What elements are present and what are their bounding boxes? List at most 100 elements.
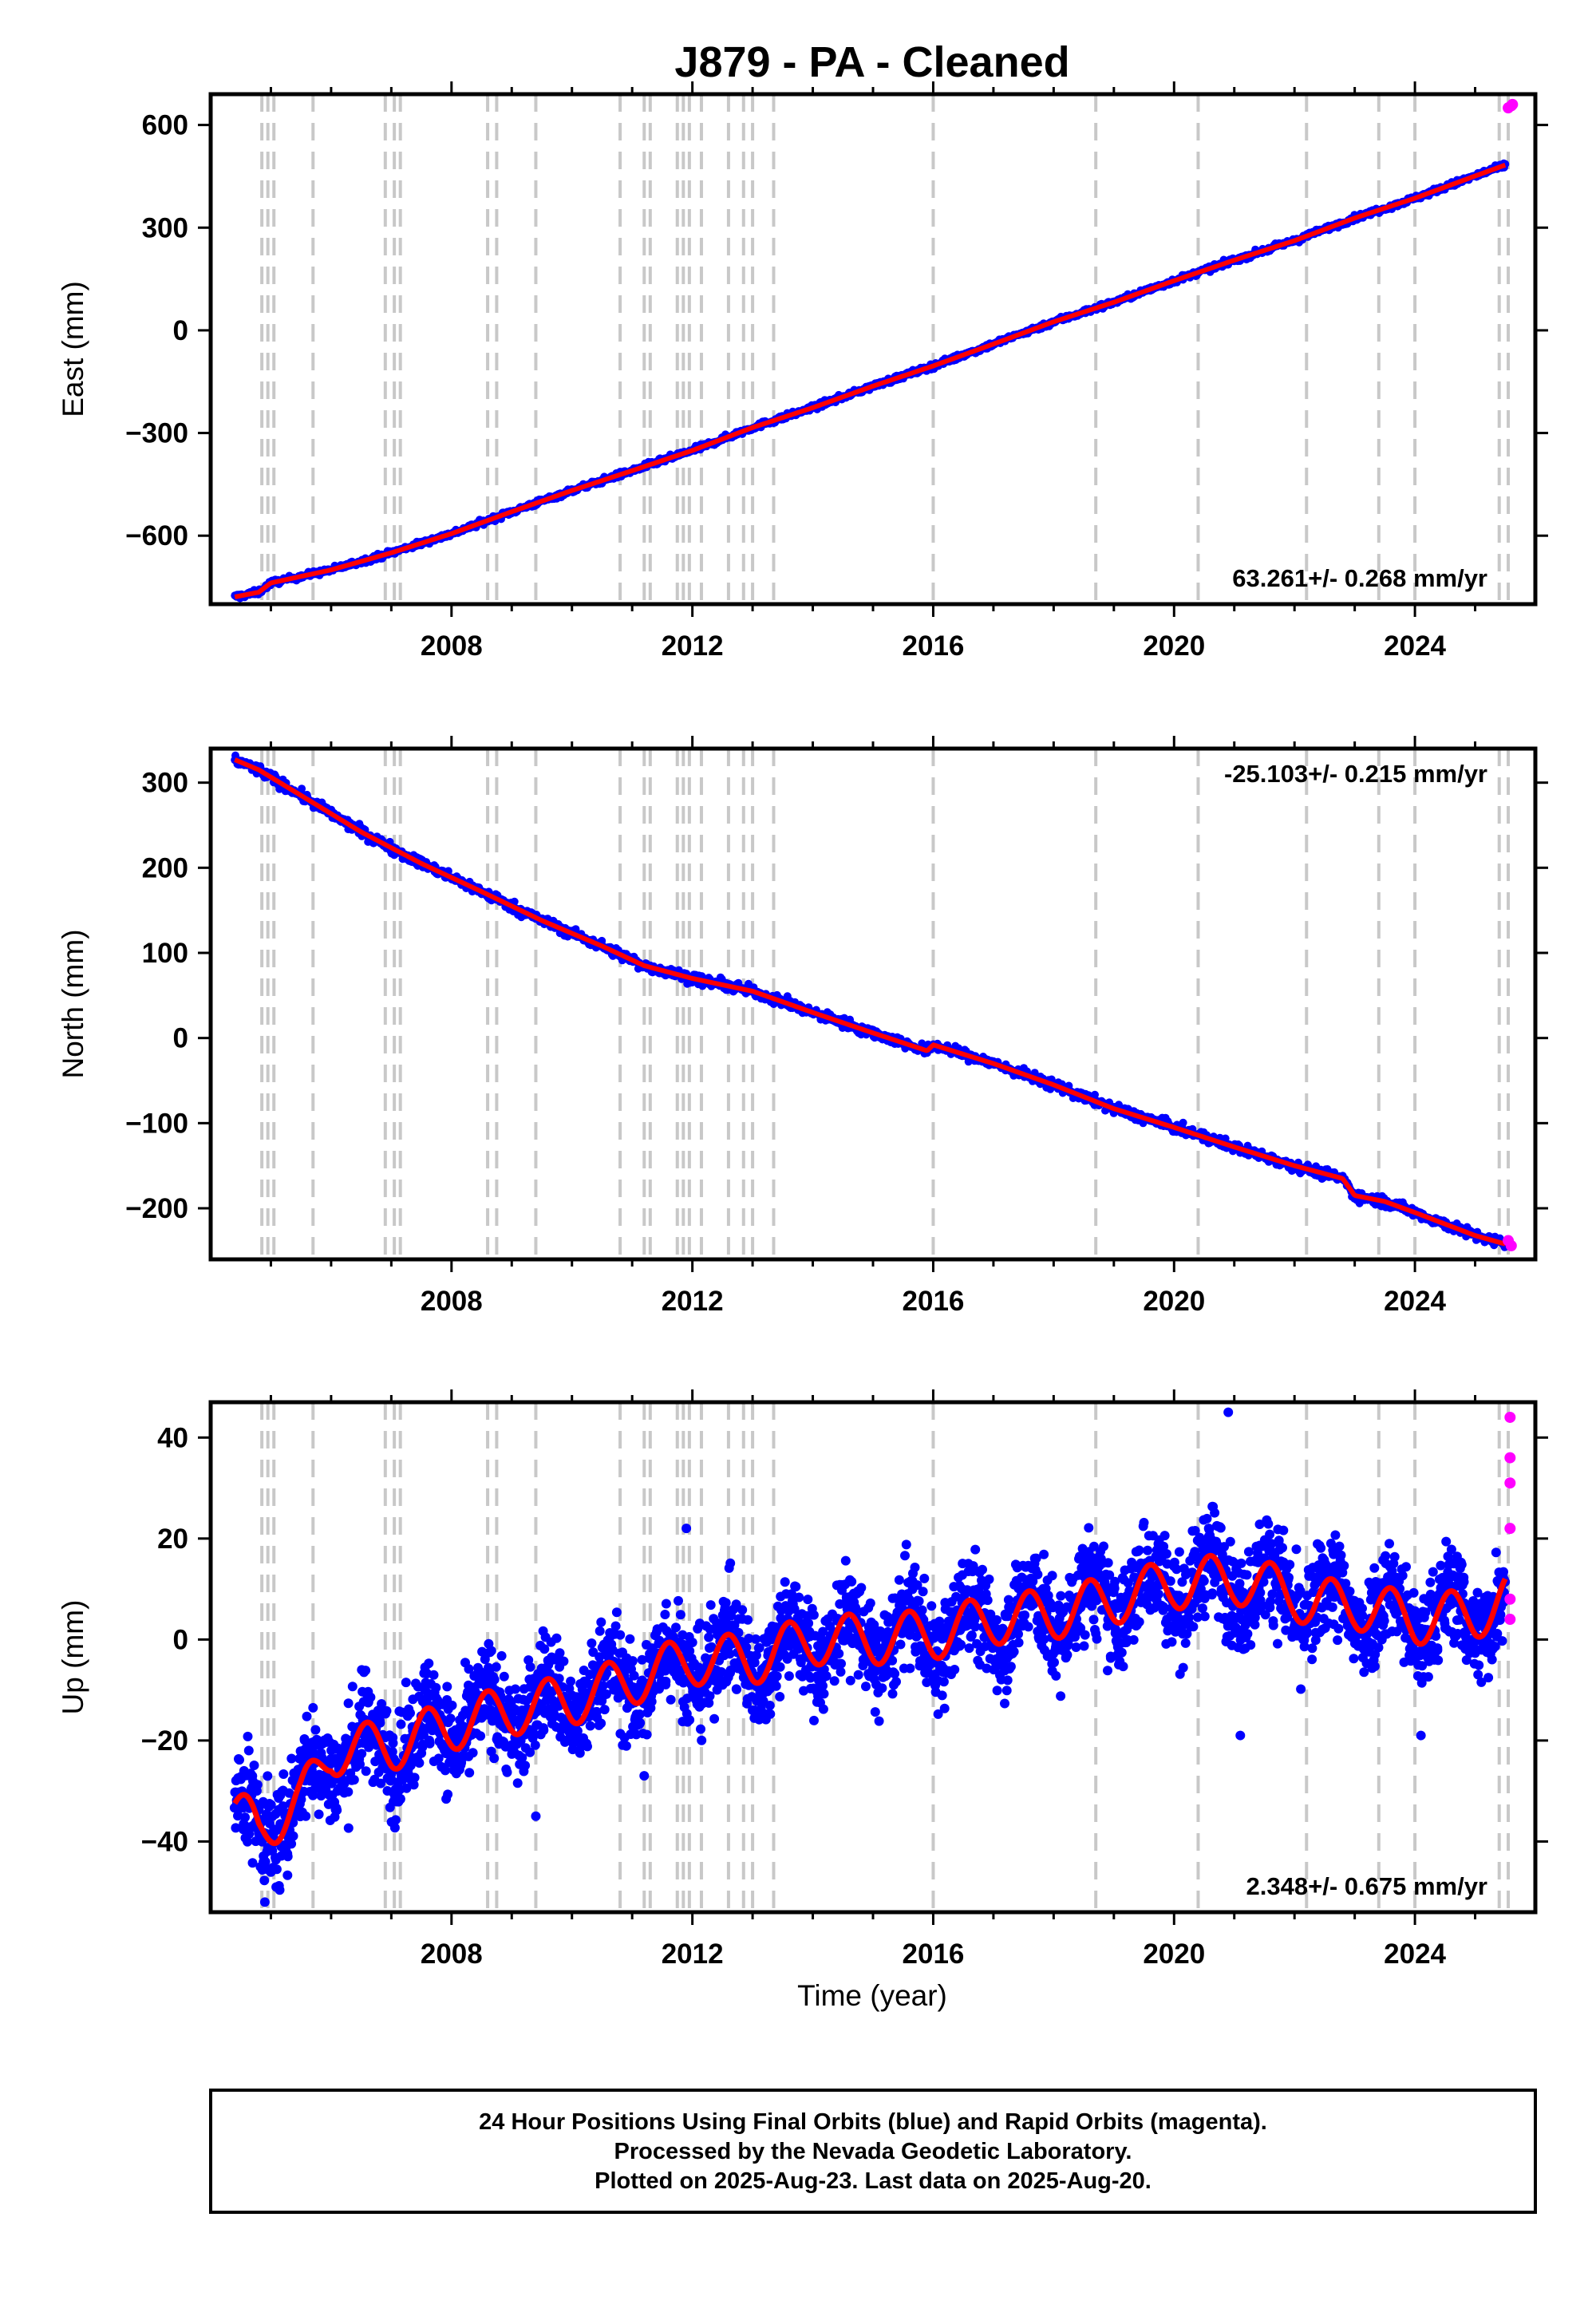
final-point xyxy=(235,1755,244,1765)
final-point xyxy=(685,1646,695,1656)
x-tick-label: 2020 xyxy=(1143,630,1205,662)
final-point xyxy=(525,1747,535,1757)
final-point xyxy=(870,1707,880,1717)
final-point xyxy=(780,1577,790,1587)
final-point xyxy=(445,1713,456,1724)
final-point xyxy=(583,1741,592,1752)
final-point xyxy=(486,1646,496,1656)
final-point xyxy=(685,1715,695,1725)
final-point xyxy=(396,1719,406,1729)
final-point xyxy=(489,1753,500,1764)
final-point xyxy=(551,1633,562,1643)
final-point xyxy=(731,1599,741,1610)
final-point xyxy=(395,1794,405,1804)
plot-frame xyxy=(208,92,1538,607)
final-point xyxy=(525,1662,535,1672)
final-point xyxy=(414,1758,425,1768)
final-point xyxy=(704,1697,714,1708)
final-point xyxy=(425,1738,435,1749)
final-point xyxy=(252,1780,263,1790)
final-point xyxy=(572,1726,583,1736)
final-point xyxy=(836,1658,846,1669)
final-point xyxy=(310,1725,321,1735)
y-tick-label: 300 xyxy=(142,768,188,799)
final-point xyxy=(376,1778,386,1788)
final-point xyxy=(571,925,580,934)
final-point xyxy=(804,1618,814,1628)
final-point xyxy=(355,1759,365,1769)
final-point xyxy=(286,1839,297,1849)
final-point xyxy=(821,1671,832,1682)
final-point xyxy=(409,1780,419,1790)
final-point xyxy=(775,1662,785,1672)
final-point xyxy=(231,1823,241,1833)
x-tick-label: 2016 xyxy=(903,1286,965,1317)
model-line xyxy=(234,757,1507,1247)
final-point xyxy=(751,1650,761,1661)
final-point xyxy=(585,1721,595,1731)
final-point xyxy=(901,1539,911,1550)
final-point xyxy=(818,1681,828,1691)
final-point xyxy=(926,1601,937,1611)
final-point xyxy=(298,785,306,793)
final-point xyxy=(409,1773,420,1783)
final-point xyxy=(615,1630,626,1640)
final-point xyxy=(743,1614,753,1625)
final-point xyxy=(286,1753,297,1764)
final-point xyxy=(499,1671,509,1682)
final-point xyxy=(314,1809,324,1820)
final-point xyxy=(240,1812,250,1823)
final-point xyxy=(818,1704,828,1714)
x-tick-label: 2012 xyxy=(662,1286,724,1317)
final-point xyxy=(918,1587,928,1597)
y-tick-label: 0 xyxy=(173,315,188,346)
final-point xyxy=(361,1666,371,1676)
final-point xyxy=(308,1702,318,1713)
final-point xyxy=(443,1789,453,1800)
x-tick-label: 2024 xyxy=(1384,1286,1446,1317)
final-point xyxy=(554,1674,564,1684)
final-point xyxy=(464,1768,475,1778)
final-point xyxy=(347,1682,358,1692)
final-point xyxy=(275,1885,285,1895)
final-point xyxy=(847,1576,857,1587)
final-point xyxy=(660,1610,670,1619)
final-point xyxy=(343,1787,354,1797)
final-point xyxy=(361,1766,371,1777)
final-point xyxy=(343,1823,354,1833)
final-point xyxy=(856,1583,867,1593)
final-point xyxy=(387,1775,397,1785)
y-tick-label: 200 xyxy=(142,852,188,883)
final-point xyxy=(401,1678,411,1688)
final-point xyxy=(381,1705,392,1716)
final-point xyxy=(912,1580,922,1591)
final-point xyxy=(765,1709,776,1719)
final-point xyxy=(496,1650,507,1661)
final-point xyxy=(874,1716,884,1726)
final-point xyxy=(818,1626,828,1637)
final-point xyxy=(1221,1134,1230,1143)
final-point xyxy=(744,1634,754,1643)
final-point xyxy=(566,1676,576,1686)
final-point xyxy=(775,1692,785,1701)
final-point xyxy=(282,1852,293,1862)
final-point xyxy=(819,1689,829,1699)
final-point xyxy=(271,1864,282,1875)
rapid-orbit-points xyxy=(1503,98,1519,114)
final-point xyxy=(696,1724,705,1734)
north-panel: 2008 2012 2016 2020 2024−200−1000100200300No… xyxy=(57,736,1548,1317)
final-point xyxy=(332,1805,342,1816)
y-tick-label: −100 xyxy=(125,1108,188,1139)
final-point xyxy=(671,1622,681,1633)
final-point xyxy=(891,1677,901,1687)
final-point xyxy=(917,1605,927,1615)
final-point xyxy=(559,1656,569,1666)
final-point xyxy=(302,1711,312,1721)
final-point xyxy=(278,1801,288,1812)
final-point xyxy=(834,1649,844,1658)
final-point xyxy=(629,1670,639,1681)
final-point xyxy=(512,1778,523,1788)
final-point xyxy=(539,1644,550,1654)
final-point xyxy=(243,1745,254,1756)
